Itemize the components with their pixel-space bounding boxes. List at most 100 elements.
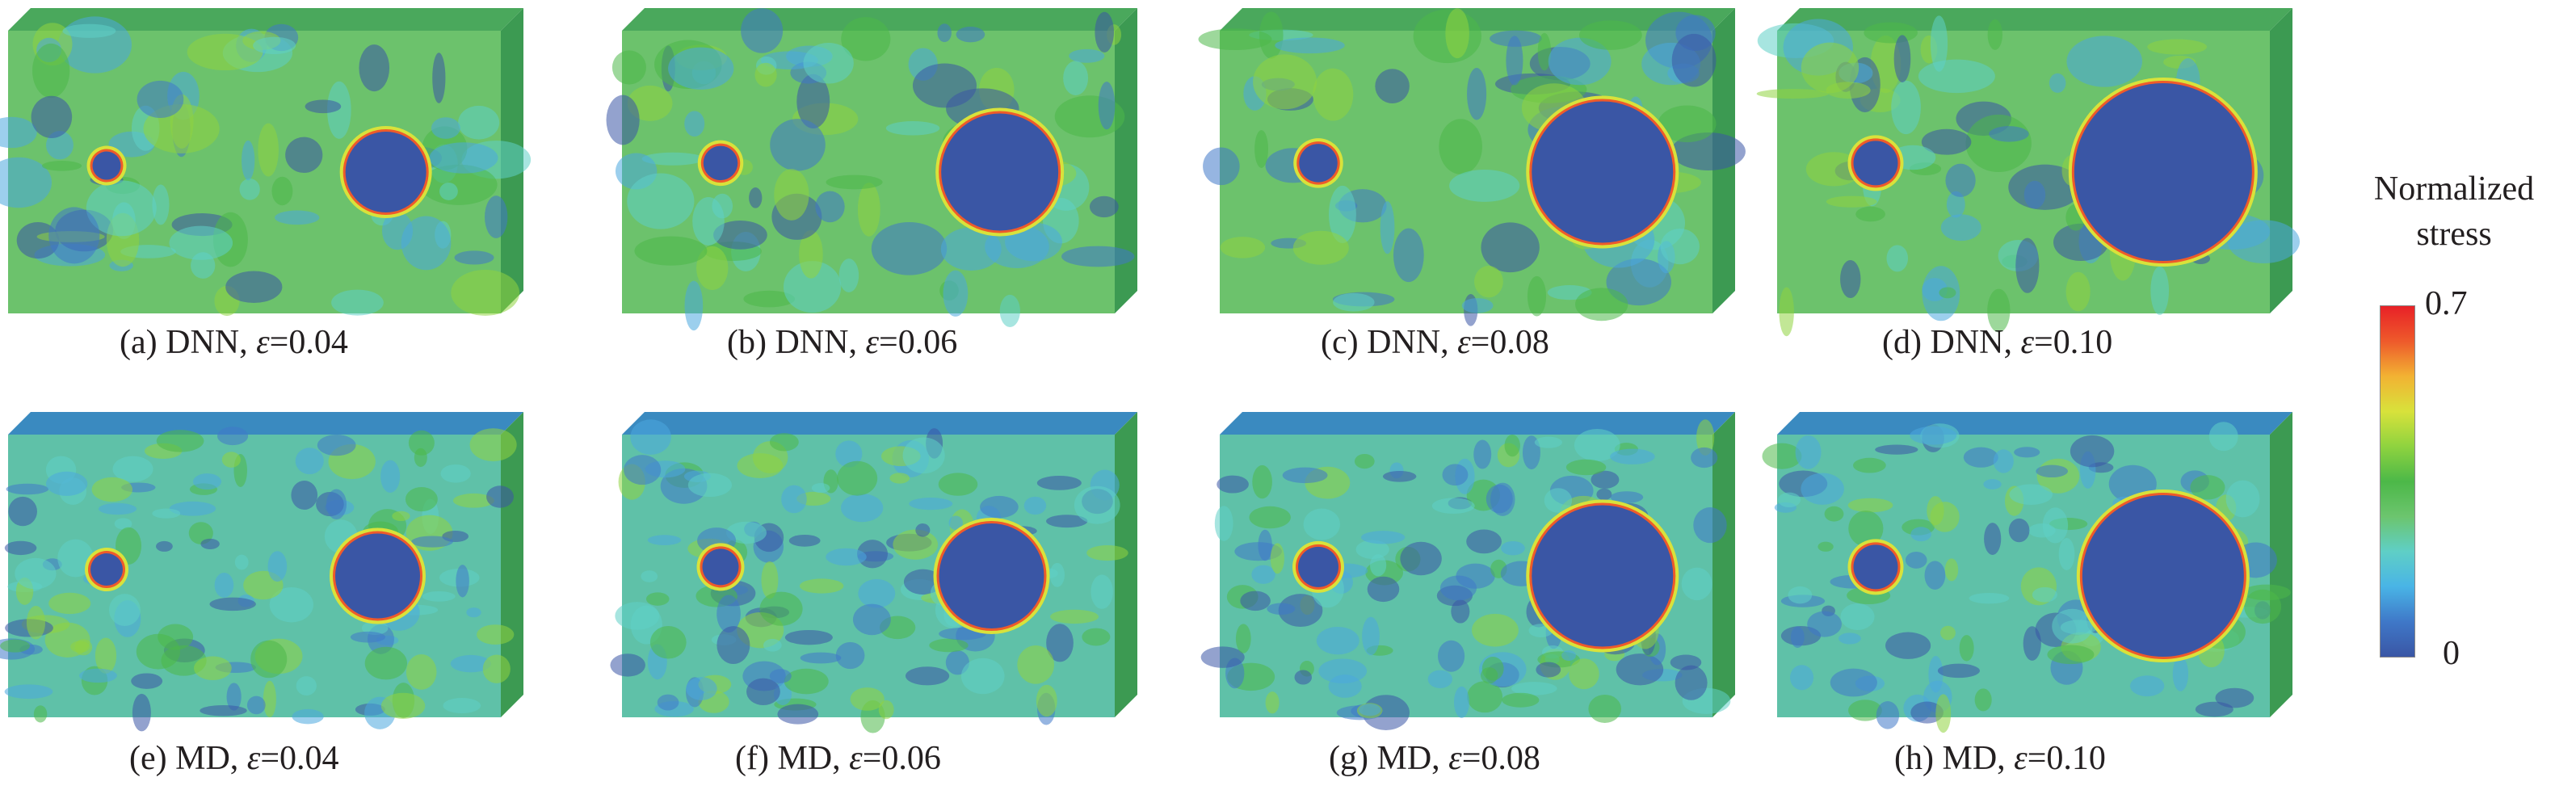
stress-speckle xyxy=(610,653,645,677)
stress-speckle xyxy=(1578,20,1642,50)
caption-c: (c) DNN, ε=0.08 xyxy=(1321,324,1549,361)
stress-speckle xyxy=(239,178,260,200)
stress-speckle xyxy=(1696,419,1715,456)
stress-speckle xyxy=(1090,574,1113,609)
stress-speckle xyxy=(1294,670,1313,685)
stress-speckle xyxy=(158,624,194,650)
stress-speckle xyxy=(1817,541,1834,552)
large-void xyxy=(2074,83,2252,261)
stress-speckle xyxy=(1431,498,1475,515)
stress-speckle xyxy=(1548,37,1612,86)
stress-speckle xyxy=(1480,667,1498,684)
stress-speckle xyxy=(1316,626,1359,655)
stress-speckle xyxy=(1086,544,1128,561)
stress-speckle xyxy=(1826,195,1877,208)
stress-speckle xyxy=(915,523,931,537)
stress-speckle xyxy=(1945,163,1976,197)
stress-speckle xyxy=(114,518,132,530)
stress-speckle xyxy=(1252,464,1272,499)
stress-speckle xyxy=(1875,444,1918,455)
stress-speckle xyxy=(1939,287,1956,299)
stress-speckle xyxy=(1671,33,1717,87)
stress-speckle xyxy=(0,157,53,208)
slab-top-face xyxy=(1777,8,2292,31)
stress-speckle xyxy=(1036,475,1082,490)
stress-speckle xyxy=(62,23,116,38)
small-void xyxy=(702,548,739,586)
stress-speckle xyxy=(1504,434,1520,457)
stress-speckle xyxy=(1937,663,1980,679)
stress-speckle xyxy=(156,430,204,452)
stress-panel-d xyxy=(1756,8,2301,337)
slab-svg xyxy=(1200,412,1735,730)
stress-speckle xyxy=(1506,36,1523,86)
stress-speckle xyxy=(1380,201,1395,254)
stress-speckle xyxy=(2208,422,2238,452)
stress-speckle xyxy=(246,695,266,715)
stress-speckle xyxy=(156,540,173,552)
stress-speckle xyxy=(1959,635,1974,662)
stress-speckle xyxy=(1254,130,1269,168)
stress-speckle xyxy=(4,540,37,556)
stress-speckle xyxy=(1270,543,1284,574)
stress-speckle xyxy=(1807,611,1842,637)
stress-speckle xyxy=(1927,496,1944,526)
stress-speckle xyxy=(1445,8,1469,59)
small-void xyxy=(1853,544,1898,590)
caption-h: (h) MD, ε=0.10 xyxy=(1894,740,2106,777)
stress-speckle xyxy=(200,538,220,549)
stress-speckle xyxy=(380,460,401,493)
stress-speckle xyxy=(1838,632,1861,645)
caption-g: (g) MD, ε=0.08 xyxy=(1329,740,1540,777)
large-void xyxy=(939,523,1044,628)
stress-speckle xyxy=(1777,492,1801,508)
stress-speckle xyxy=(726,521,767,544)
stress-speckle xyxy=(1610,448,1655,464)
stress-speckle xyxy=(0,639,31,653)
stress-speckle xyxy=(1756,89,1829,99)
stress-speckle xyxy=(2023,180,2046,209)
stress-speckle xyxy=(1788,586,1813,604)
large-void xyxy=(1532,505,1674,647)
stress-speckle xyxy=(1885,632,1931,659)
stress-speckle xyxy=(1220,237,1266,258)
stress-speckle xyxy=(1983,479,2002,490)
stress-speckle xyxy=(1527,275,1547,317)
stress-speckle xyxy=(893,529,939,560)
stress-speckle xyxy=(91,477,133,502)
stress-speckle xyxy=(137,80,184,119)
stress-speckle xyxy=(1200,646,1245,668)
stress-speckle xyxy=(108,594,141,626)
stress-speckle xyxy=(1328,185,1356,244)
slab-top-face xyxy=(1220,412,1735,435)
stress-speckle xyxy=(1824,506,1844,522)
stress-speckle xyxy=(2150,266,2170,315)
stress-speckle xyxy=(331,289,384,316)
stress-speckle xyxy=(16,221,60,259)
stress-speckle xyxy=(716,626,750,665)
stress-speckle xyxy=(225,271,283,303)
stress-speckle xyxy=(1984,523,2002,555)
stress-speckle xyxy=(1921,128,1972,155)
stress-speckle xyxy=(826,548,867,566)
stress-speckle xyxy=(242,140,255,181)
stress-speckle xyxy=(1893,35,1911,82)
stress-speckle xyxy=(1098,82,1116,130)
stress-speckle xyxy=(902,437,945,474)
stress-speckle xyxy=(1382,471,1417,482)
stress-speckle xyxy=(1762,443,1802,469)
stress-speckle xyxy=(852,603,891,636)
caption-a: (a) DNN, ε=0.04 xyxy=(120,324,348,361)
stress-speckle xyxy=(31,95,73,138)
stress-speckle xyxy=(431,117,460,139)
stress-speckle xyxy=(784,668,829,695)
colorbar-title-line1: Normalized xyxy=(2373,170,2535,208)
stress-speckle xyxy=(938,473,978,496)
stress-speckle xyxy=(2023,626,2041,661)
slab-top-face xyxy=(8,8,523,31)
slab-svg xyxy=(0,412,523,732)
stress-speckle xyxy=(1840,603,1875,631)
stress-speckle xyxy=(803,42,854,84)
stress-speckle xyxy=(687,473,733,498)
stress-speckle xyxy=(1675,665,1708,700)
